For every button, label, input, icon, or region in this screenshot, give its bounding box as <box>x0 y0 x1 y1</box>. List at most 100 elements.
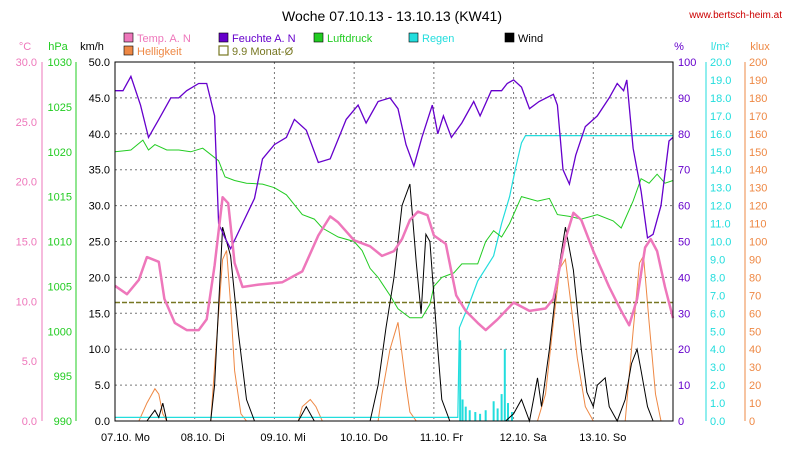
brightness-axis-tick-label: 200 <box>749 57 767 69</box>
temp-unit: °C <box>19 41 31 53</box>
rain-unit: l/m² <box>711 41 730 53</box>
rain-axis-tick-label: 13.0 <box>710 183 731 195</box>
legend-label-rain: Regen <box>422 33 454 45</box>
brightness-axis-tick-label: 0 <box>749 416 755 428</box>
axes: 0.05.010.015.020.025.030.099099510001005… <box>16 57 768 444</box>
pressure-axis-tick-label: 1000 <box>48 326 72 338</box>
humidity-axis-tick-label: 10 <box>678 380 690 392</box>
rain-axis-tick-label: 11.0 <box>710 219 731 231</box>
series-layer <box>114 74 675 423</box>
series-temp <box>114 195 675 332</box>
series-pressure <box>114 139 674 319</box>
brightness-axis-tick-label: 60 <box>749 308 761 320</box>
wind-axis-tick-label: 30.0 <box>89 201 110 213</box>
humidity-axis-tick-label: 90 <box>678 93 690 105</box>
humidity-axis-tick-label: 30 <box>678 308 690 320</box>
legend-label-pressure: Luftdruck <box>327 33 373 45</box>
pressure-axis-tick-label: 1030 <box>48 57 72 69</box>
x-tick-label: 10.10. Do <box>340 432 388 444</box>
pressure-axis-tick-label: 990 <box>54 416 72 428</box>
pressure-axis-tick-label: 1010 <box>48 237 72 249</box>
pressure-axis-tick-label: 995 <box>54 371 72 383</box>
humidity-axis-tick-label: 70 <box>678 165 690 177</box>
rain-axis-tick-label: 3.0 <box>710 362 725 374</box>
rain-axis-tick-label: 10.0 <box>710 237 731 249</box>
wind-axis-tick-label: 10.0 <box>89 344 110 356</box>
temp-axis-tick-label: 5.0 <box>22 356 37 368</box>
pressure-axis-tick-label: 1015 <box>48 192 72 204</box>
temp-axis-tick-label: 10.0 <box>16 296 37 308</box>
axis-units: °C hPa km/h% l/m² klux <box>19 41 770 53</box>
brightness-axis-tick-label: 50 <box>749 326 761 338</box>
brightness-axis-tick-label: 40 <box>749 344 761 356</box>
pressure-axis-tick-label: 1025 <box>48 102 72 114</box>
temp-axis-tick-label: 25.0 <box>16 117 37 129</box>
legend-label-brightness: Helligkeit <box>137 46 182 58</box>
x-tick-label: 13.10. So <box>579 432 626 444</box>
series-humidity <box>115 74 674 251</box>
rain-axis-tick-label: 14.0 <box>710 165 731 177</box>
brightness-axis-tick-label: 140 <box>749 165 767 177</box>
series-rain <box>115 135 673 418</box>
x-tick-label: 09.10. Mi <box>260 432 305 444</box>
wind-axis-tick-label: 35.0 <box>89 165 110 177</box>
series-wind <box>115 183 673 423</box>
humidity-axis-tick-label: 40 <box>678 272 690 284</box>
wind-axis-tick-label: 45.0 <box>89 93 110 105</box>
brightness-axis-tick-label: 160 <box>749 129 767 141</box>
legend-swatch-brightness <box>123 45 134 56</box>
rain-axis-tick-label: 17.0 <box>710 111 731 123</box>
x-tick-label: 07.10. Mo <box>101 432 150 444</box>
legend-label-humidity: Feuchte A. N <box>232 33 296 45</box>
wind-axis-tick-label: 50.0 <box>89 57 110 69</box>
rain-axis-tick-label: 16.0 <box>710 129 731 141</box>
humidity-unit: % <box>674 41 684 53</box>
wind-axis-tick-label: 20.0 <box>89 272 110 284</box>
rain-axis-tick-label: 1.0 <box>710 398 725 410</box>
rain-axis-tick-label: 7.0 <box>710 290 725 302</box>
brightness-axis-tick-label: 20 <box>749 380 761 392</box>
brightness-axis-tick-label: 70 <box>749 290 761 302</box>
wind-unit: km/h <box>80 41 104 53</box>
humidity-axis-tick-label: 0 <box>678 416 684 428</box>
legend-swatch-humidity <box>218 32 229 43</box>
wind-axis-tick-label: 40.0 <box>89 129 110 141</box>
brightness-axis-tick-label: 80 <box>749 272 761 284</box>
humidity-axis-tick-label: 20 <box>678 344 690 356</box>
x-tick-label: 12.10. Sa <box>500 432 548 444</box>
legend-swatch-rain <box>408 32 419 43</box>
wind-axis-tick-label: 5.0 <box>95 380 110 392</box>
brightness-axis-tick-label: 30 <box>749 362 761 374</box>
humidity-axis-tick-label: 100 <box>678 57 696 69</box>
rain-axis-tick-label: 12.0 <box>710 201 731 213</box>
brightness-axis-tick-label: 180 <box>749 93 767 105</box>
temp-axis-tick-label: 20.0 <box>16 177 37 189</box>
brightness-axis-tick-label: 130 <box>749 183 767 195</box>
rain-axis-tick-label: 6.0 <box>710 308 725 320</box>
grid <box>115 62 673 421</box>
website-link[interactable]: www.bertsch-heim.at <box>688 10 782 21</box>
brightness-axis-tick-label: 190 <box>749 75 767 87</box>
brightness-axis-tick-label: 90 <box>749 254 761 266</box>
brightness-axis-tick-label: 120 <box>749 201 767 213</box>
rain-axis-tick-label: 9.0 <box>710 254 725 266</box>
rain-axis-tick-label: 4.0 <box>710 344 725 356</box>
rain-axis-tick-label: 15.0 <box>710 147 731 159</box>
x-tick-label: 11.10. Fr <box>420 432 464 444</box>
pressure-axis-tick-label: 1020 <box>48 147 72 159</box>
legend-swatch-temp <box>123 32 134 43</box>
brightness-axis-tick-label: 150 <box>749 147 767 159</box>
temp-axis-tick-label: 0.0 <box>22 416 37 428</box>
x-tick-label: 08.10. Di <box>181 432 225 444</box>
temp-axis-tick-label: 30.0 <box>16 57 37 69</box>
brightness-axis-tick-label: 170 <box>749 111 767 123</box>
rain-axis-tick-label: 2.0 <box>710 380 725 392</box>
pressure-unit: hPa <box>48 41 68 53</box>
legend-label-monthly_avg: 9.9 Monat-Ø <box>232 46 294 58</box>
legend-label-wind: Wind <box>518 33 543 45</box>
brightness-axis-tick-label: 100 <box>749 237 767 249</box>
brightness-axis-tick-label: 110 <box>749 219 767 231</box>
wind-axis-tick-label: 0.0 <box>95 416 110 428</box>
legend-label-temp: Temp. A. N <box>137 33 191 45</box>
